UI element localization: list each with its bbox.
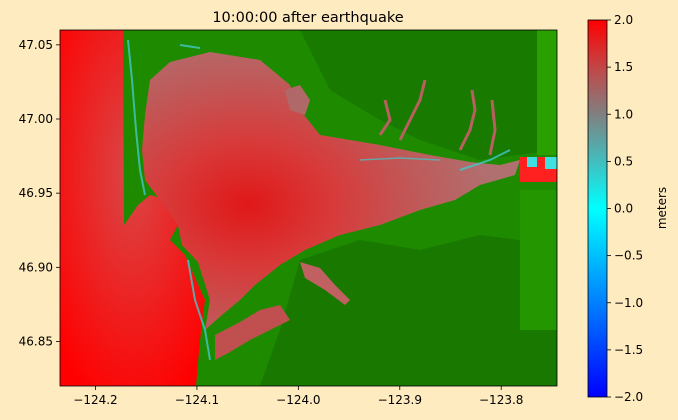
y-tick-label: 46.90 — [19, 260, 53, 274]
colorbar-axis: −2.0 −1.5 −1.0 −0.5 0.0 0.5 1.0 1.5 2.0 — [607, 13, 643, 404]
colorbar-tick-label: 2.0 — [614, 13, 633, 27]
coarse-land-block — [537, 30, 557, 155]
colorbar-tick-label: −0.5 — [614, 249, 643, 263]
north-river — [378, 99, 392, 136]
colorbar-tick-label: −1.0 — [614, 296, 643, 310]
bay-water — [142, 52, 520, 330]
north-inlet — [285, 85, 310, 115]
plot-frame — [59, 29, 558, 387]
y-axis: 46.85 46.90 46.95 47.00 47.05 — [19, 38, 60, 349]
colorbar — [587, 19, 608, 398]
south-channel — [215, 305, 290, 360]
x-axis: −124.2 −124.1 −124.0 −123.9 −123.8 — [73, 386, 523, 407]
terrain-ridges — [260, 235, 557, 386]
y-tick-label: 47.00 — [19, 112, 53, 126]
colorbar-tick-label: 1.0 — [614, 107, 633, 121]
coarse-land-block — [520, 190, 557, 330]
x-tick-label: −123.9 — [378, 393, 422, 407]
shoreline-fringe — [127, 39, 146, 196]
north-river — [458, 89, 477, 151]
y-tick-label: 46.95 — [19, 186, 53, 200]
x-tick-label: −124.2 — [73, 393, 117, 407]
shoreline-fringe — [459, 149, 511, 171]
shoreline-fringe — [187, 259, 211, 361]
x-tick-label: −124.1 — [175, 393, 219, 407]
x-tick-label: −124.0 — [276, 393, 320, 407]
south-channel — [300, 262, 350, 305]
north-river — [398, 79, 427, 141]
y-tick-label: 47.05 — [19, 38, 53, 52]
colorbar-label: meters — [655, 187, 669, 229]
colorbar-tick-label: 0.0 — [614, 202, 633, 216]
ocean — [60, 30, 205, 386]
terrain-ridges-north — [300, 30, 557, 160]
north-river — [488, 99, 497, 156]
river-mouth-cyan — [527, 157, 537, 167]
chart-title: 10:00:00 after earthquake — [212, 10, 403, 26]
colorbar-tick-label: 1.5 — [614, 60, 633, 74]
y-tick-label: 46.85 — [19, 335, 53, 349]
inundation-map — [60, 30, 557, 386]
shoreline-fringe — [179, 44, 201, 49]
x-tick-label: −123.8 — [479, 393, 523, 407]
colorbar-tick-label: −2.0 — [614, 390, 643, 404]
river-mouth-cyan — [545, 157, 557, 169]
colorbar-tick-label: −1.5 — [614, 343, 643, 357]
colorbar-tick-label: 0.5 — [614, 154, 633, 168]
shoreline-fringe — [359, 157, 441, 161]
